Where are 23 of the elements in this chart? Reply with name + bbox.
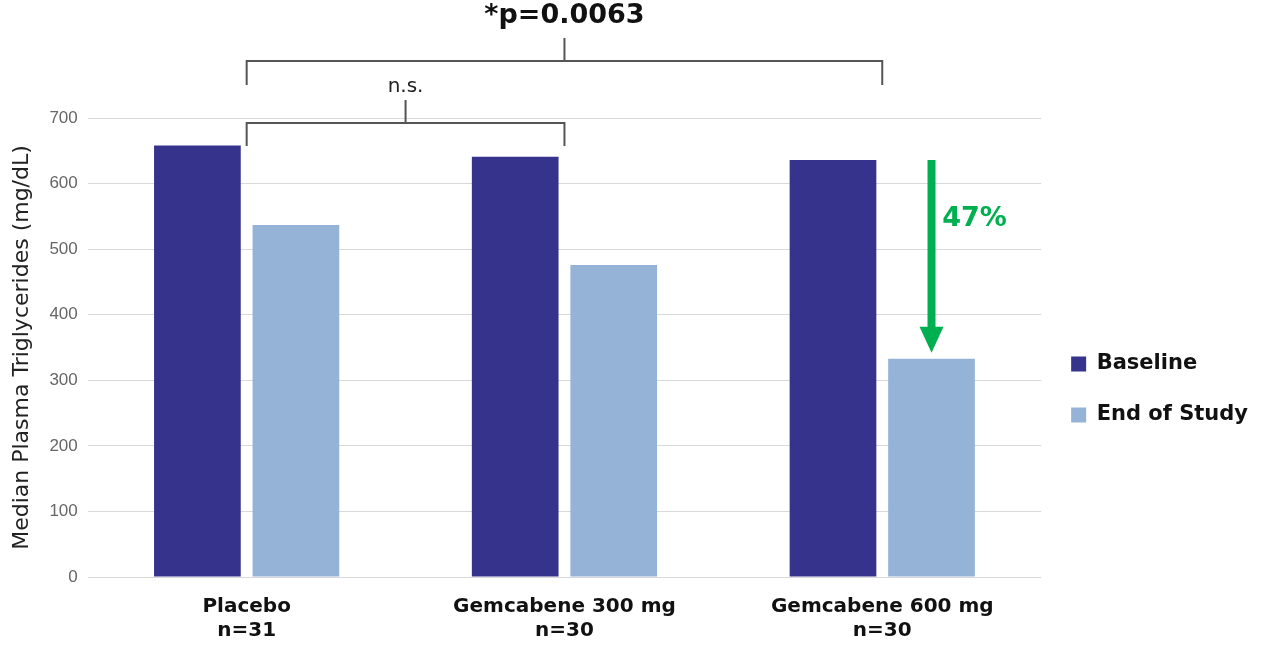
y-tick-label: 600 [49, 173, 78, 193]
annotation: 47% [942, 200, 1007, 232]
y-tick-label: 300 [49, 369, 78, 389]
text: n.s. [387, 73, 424, 97]
y-tick-label: 400 [49, 304, 78, 324]
bar [888, 358, 975, 577]
x-tick-label: Gemcabene 600 mg n=30 [770, 593, 994, 642]
bar [471, 156, 559, 577]
y-tick-label: 700 [49, 107, 78, 127]
legend-label: End of Study [1096, 401, 1249, 426]
y-axis-title: Median Plasma Triglycerides (mg/dL) [7, 145, 33, 550]
y-tick-label: 500 [49, 238, 78, 258]
bar [252, 224, 340, 577]
bar [570, 264, 658, 577]
y-tick-label: 200 [49, 435, 78, 455]
x-tick-label: Gemcabene 300 mg n=30 [453, 593, 676, 642]
text: *p=0.0063 [484, 0, 645, 29]
bar [789, 159, 877, 577]
bar [154, 145, 241, 577]
legend-label: Baseline [1096, 350, 1198, 375]
x-tick-label: Placebo n=31 [202, 593, 291, 642]
y-tick-label: 100 [49, 501, 78, 521]
y-tick-label: 0 [68, 566, 78, 586]
